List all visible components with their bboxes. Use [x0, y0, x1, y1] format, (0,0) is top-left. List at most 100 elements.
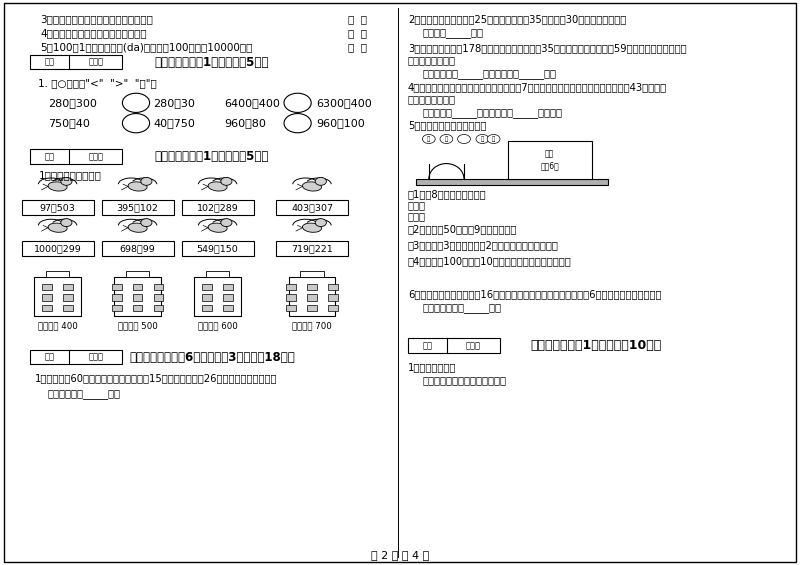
Text: 评卷人: 评卷人: [88, 152, 103, 161]
Text: 960－80: 960－80: [224, 118, 266, 128]
Text: 280＋30: 280＋30: [154, 98, 195, 108]
Circle shape: [440, 134, 453, 144]
FancyBboxPatch shape: [276, 200, 348, 215]
Bar: [42, 294, 52, 301]
Text: 十、综合题（共1大题，共膁10分）: 十、综合题（共1大题，共膁10分）: [530, 339, 662, 353]
FancyBboxPatch shape: [30, 55, 122, 69]
Text: 2．粶店第一次运进面粖25袋，第二次运进35袋，卖出30袋，还剩多少袋？: 2．粶店第一次运进面粖25袋，第二次运进35袋，卖出30袋，还剩多少袋？: [408, 14, 626, 24]
FancyBboxPatch shape: [289, 277, 335, 316]
Text: 答：还剩_____袋。: 答：还剩_____袋。: [422, 28, 483, 38]
Bar: [63, 294, 73, 301]
Text: 得数大约 500: 得数大约 500: [118, 321, 158, 331]
Circle shape: [61, 177, 72, 185]
Text: 4．对边相等的四边形一定是长方形。: 4．对边相等的四边形一定是长方形。: [40, 28, 146, 38]
Bar: [202, 294, 212, 301]
Bar: [223, 305, 233, 311]
Text: 280＋300: 280＋300: [48, 98, 97, 108]
FancyBboxPatch shape: [102, 200, 174, 215]
Text: 1000－299: 1000－299: [34, 244, 82, 253]
Ellipse shape: [208, 223, 227, 232]
Text: 1．估一估，连一连。: 1．估一估，连一连。: [38, 170, 102, 180]
Text: 加法：: 加法：: [408, 211, 426, 221]
Bar: [133, 294, 142, 301]
Ellipse shape: [48, 182, 67, 191]
Text: 七、连一连（共1大题，共臵5分）: 七、连一连（共1大题，共臵5分）: [155, 150, 269, 163]
FancyBboxPatch shape: [194, 277, 241, 316]
Bar: [328, 284, 338, 290]
Bar: [154, 294, 163, 301]
Bar: [112, 284, 122, 290]
FancyBboxPatch shape: [30, 350, 122, 364]
Text: 6300－400: 6300－400: [316, 98, 372, 108]
Text: 答：做跳绳用去_____米。: 答：做跳绳用去_____米。: [422, 303, 502, 314]
Text: 750＋40: 750＋40: [48, 118, 90, 128]
Bar: [63, 284, 73, 290]
Text: （  ）: （ ）: [348, 14, 367, 24]
Text: 小黑兔有多少只？: 小黑兔有多少只？: [408, 55, 456, 66]
Text: 5．100土1元纸币叠一叠(da)，这样的100叠就是10000元。: 5．100土1元纸币叠一叠(da)，这样的100叠就是10000元。: [40, 42, 252, 53]
Ellipse shape: [128, 182, 147, 191]
Text: 每张6元: 每张6元: [540, 161, 559, 170]
Ellipse shape: [302, 182, 322, 191]
Circle shape: [422, 134, 435, 144]
Ellipse shape: [208, 182, 227, 191]
Text: 102＋289: 102＋289: [197, 203, 238, 212]
Bar: [223, 284, 233, 290]
Text: 买: 买: [427, 136, 430, 142]
Text: 得分: 得分: [45, 58, 54, 67]
Text: 1．请你画一画。: 1．请你画一画。: [408, 362, 456, 372]
Text: 乘法：: 乘法：: [408, 201, 426, 211]
Text: 395＋102: 395＋102: [117, 203, 158, 212]
Circle shape: [61, 219, 72, 227]
Bar: [154, 284, 163, 290]
Text: 403＋307: 403＋307: [291, 203, 333, 212]
Bar: [202, 284, 212, 290]
FancyBboxPatch shape: [126, 271, 149, 277]
Text: 六、比一比（共1大题，共臵5分）: 六、比一比（共1大题，共臵5分）: [155, 55, 269, 69]
Text: 得分: 得分: [422, 341, 432, 350]
Text: 第 2 页 共 4 页: 第 2 页 共 4 页: [371, 550, 429, 560]
Text: 评卷人: 评卷人: [88, 58, 103, 67]
Text: 来有多少个学生？: 来有多少个学生？: [408, 94, 456, 105]
Ellipse shape: [302, 223, 322, 232]
Text: （3）小红了3张门票，还夐2元錢，小红带了多少錢？: （3）小红了3张门票，还夐2元錢，小红带了多少錢？: [408, 240, 559, 250]
FancyBboxPatch shape: [182, 200, 254, 215]
Text: 得数接近 600: 得数接近 600: [198, 321, 238, 331]
Text: 1. 在○里填上"<"  ">"  "＝"．: 1. 在○里填上"<" ">" "＝"．: [38, 78, 157, 88]
Text: 719－221: 719－221: [291, 244, 333, 253]
Circle shape: [315, 219, 326, 227]
Bar: [42, 305, 52, 311]
Bar: [112, 305, 122, 311]
Text: 549－150: 549－150: [197, 244, 238, 253]
Circle shape: [141, 219, 152, 227]
Text: 得分: 得分: [45, 353, 54, 362]
Text: 答：现在还剩_____副。: 答：现在还剩_____副。: [48, 389, 121, 399]
FancyBboxPatch shape: [22, 200, 94, 215]
Circle shape: [487, 134, 500, 144]
FancyBboxPatch shape: [114, 277, 161, 316]
Text: 得数大约 700: 得数大约 700: [292, 321, 332, 331]
Text: （2）小莉拿50元，亘9张门票够吗？: （2）小莉拿50元，亘9张门票够吗？: [408, 224, 518, 234]
Circle shape: [458, 134, 470, 144]
Bar: [112, 294, 122, 301]
Bar: [328, 305, 338, 311]
Text: （  ）: （ ）: [348, 28, 367, 38]
Bar: [307, 305, 317, 311]
FancyBboxPatch shape: [22, 241, 94, 256]
FancyBboxPatch shape: [508, 141, 592, 179]
Text: 97＋503: 97＋503: [40, 203, 75, 212]
Bar: [133, 305, 142, 311]
Text: 得数接近 400: 得数接近 400: [38, 321, 78, 331]
Bar: [286, 294, 296, 301]
Bar: [133, 284, 142, 290]
Text: （1）予8张门票用多少元？: （1）予8张门票用多少元？: [408, 189, 486, 199]
FancyBboxPatch shape: [416, 179, 608, 185]
Ellipse shape: [48, 223, 67, 232]
Bar: [223, 294, 233, 301]
Text: （4）小红拿100元，争10张门票，还可以剩下多少錢？: （4）小红拿100元，争10张门票，还可以剩下多少錢？: [408, 256, 572, 266]
FancyBboxPatch shape: [408, 338, 500, 353]
Text: 门票: 门票: [545, 150, 554, 159]
FancyBboxPatch shape: [102, 241, 174, 256]
Bar: [307, 284, 317, 290]
Text: 960－100: 960－100: [316, 118, 365, 128]
